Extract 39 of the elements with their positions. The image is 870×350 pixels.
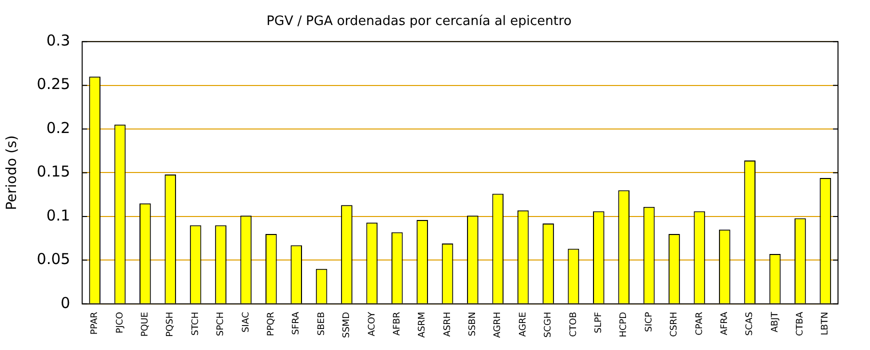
x-tick-label: AGRH <box>493 312 504 338</box>
x-tick-label: AFRA <box>720 311 730 336</box>
x-tick-label: ASRM <box>418 312 428 338</box>
x-tick-label: STCH <box>190 312 201 336</box>
x-tick-label: SCAS <box>745 312 756 336</box>
x-tick-label: SBEB <box>316 312 327 336</box>
chart-title: PGV / PGA ordenadas por cercanía al epicentro <box>266 14 572 30</box>
x-tick-label: LBTN <box>820 312 831 336</box>
x-tick-label: PJCO <box>115 312 126 334</box>
y-axis-title: Periodo (s) <box>4 135 20 210</box>
x-tick-label: AGRE <box>518 312 528 337</box>
y-tick-label: 0.1 <box>46 206 70 224</box>
x-tick-label: SSBN <box>468 312 478 336</box>
y-tick-label: 0.25 <box>36 75 70 94</box>
x-tick-label: ACOY <box>367 311 378 336</box>
x-tick-label: PQSH <box>166 312 176 337</box>
y-tick-label: 0.05 <box>36 250 70 268</box>
x-tick-label: CPAR <box>694 312 705 336</box>
x-tick-label: PPQR <box>266 312 276 336</box>
x-tick-label: SLPF <box>594 312 604 334</box>
y-tick-label: 0.2 <box>46 118 70 137</box>
x-tick-label: SIAC <box>241 312 252 333</box>
x-tick-label: CTOB <box>568 312 579 337</box>
x-tick-label: SCGH <box>544 312 554 338</box>
x-tick-label: CTBA <box>796 311 806 336</box>
y-tick-label: 0.3 <box>46 31 70 50</box>
x-tick-label: PPAR <box>90 312 100 335</box>
y-tick-label: 0.15 <box>36 162 70 181</box>
x-tick-label: SFRA <box>292 311 302 335</box>
x-tick-label: SICP <box>644 311 654 332</box>
y-tick-label: 0 <box>60 294 70 312</box>
x-tick-label: CSRH <box>670 312 680 337</box>
x-tick-label: HCPD <box>619 312 630 338</box>
x-tick-label: PQUE <box>140 312 151 337</box>
x-tick-label: AFBR <box>392 312 402 336</box>
x-tick-label: SPCH <box>216 312 226 336</box>
x-tick-label: ABJT <box>770 311 780 332</box>
x-tick-label: SSMD <box>342 312 352 338</box>
x-tick-label: ASRH <box>442 312 453 337</box>
